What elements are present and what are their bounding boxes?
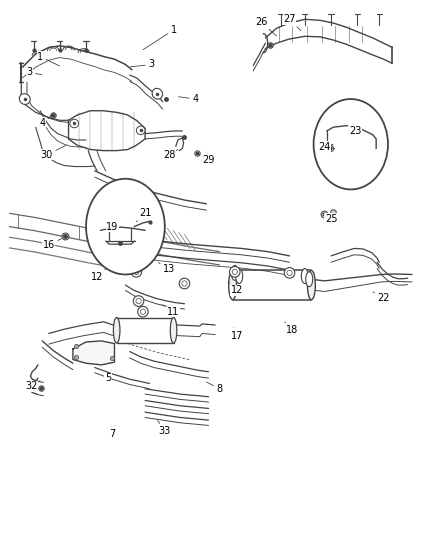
Text: 24: 24 — [318, 142, 332, 152]
Ellipse shape — [133, 296, 144, 306]
Text: 22: 22 — [372, 292, 389, 303]
Ellipse shape — [138, 306, 148, 317]
Ellipse shape — [231, 265, 238, 280]
Text: 18: 18 — [284, 322, 297, 335]
Text: 1: 1 — [143, 25, 176, 50]
Text: 28: 28 — [162, 150, 177, 160]
Text: 29: 29 — [198, 154, 214, 165]
Ellipse shape — [134, 269, 139, 274]
Ellipse shape — [131, 266, 141, 277]
Text: 3: 3 — [26, 68, 42, 77]
Text: 4: 4 — [39, 114, 53, 128]
Text: 25: 25 — [324, 214, 336, 224]
Ellipse shape — [181, 281, 187, 286]
Ellipse shape — [170, 318, 177, 343]
Circle shape — [86, 179, 164, 274]
Text: 5: 5 — [105, 370, 111, 383]
Text: 12: 12 — [227, 282, 243, 295]
Text: 4: 4 — [178, 94, 198, 104]
Text: 33: 33 — [157, 421, 170, 437]
Text: 11: 11 — [162, 305, 179, 317]
Ellipse shape — [232, 269, 237, 274]
Text: 23: 23 — [348, 126, 360, 136]
Circle shape — [313, 99, 387, 189]
Ellipse shape — [228, 270, 236, 300]
Ellipse shape — [70, 119, 78, 128]
Ellipse shape — [305, 272, 312, 287]
Text: 17: 17 — [230, 328, 243, 341]
Polygon shape — [73, 341, 114, 365]
Text: 12: 12 — [91, 269, 106, 282]
Text: 7: 7 — [109, 426, 115, 439]
Ellipse shape — [152, 88, 162, 99]
Ellipse shape — [284, 268, 294, 278]
Text: 32: 32 — [25, 381, 40, 391]
Text: 13: 13 — [158, 263, 175, 274]
Text: 1: 1 — [37, 52, 59, 66]
Ellipse shape — [179, 278, 189, 289]
Ellipse shape — [307, 270, 314, 300]
Ellipse shape — [140, 309, 145, 314]
Ellipse shape — [229, 266, 240, 277]
Ellipse shape — [19, 94, 30, 104]
Text: 30: 30 — [40, 146, 66, 160]
Ellipse shape — [136, 298, 141, 304]
Text: 27: 27 — [283, 14, 300, 30]
Ellipse shape — [113, 318, 120, 343]
Text: 3: 3 — [130, 60, 154, 69]
Text: 21: 21 — [136, 208, 151, 222]
Text: 19: 19 — [106, 222, 118, 232]
Text: 8: 8 — [206, 382, 222, 394]
Ellipse shape — [235, 269, 242, 284]
Ellipse shape — [300, 269, 307, 284]
Ellipse shape — [136, 126, 145, 135]
Text: 26: 26 — [254, 17, 276, 36]
Text: 16: 16 — [42, 239, 62, 250]
Ellipse shape — [286, 270, 291, 276]
